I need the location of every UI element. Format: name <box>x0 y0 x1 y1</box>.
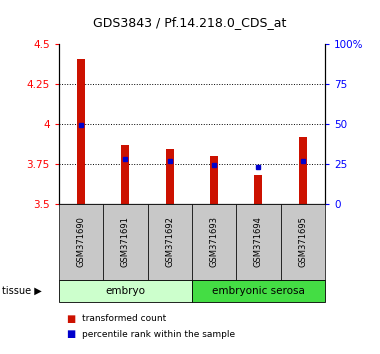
Text: transformed count: transformed count <box>82 314 166 323</box>
Text: GSM371694: GSM371694 <box>254 216 263 267</box>
Bar <box>299 137 307 204</box>
Bar <box>166 149 174 204</box>
Text: GSM371690: GSM371690 <box>76 216 86 267</box>
Text: embryonic serosa: embryonic serosa <box>212 286 305 296</box>
Text: ■: ■ <box>66 314 76 324</box>
Bar <box>122 144 129 204</box>
Bar <box>77 58 85 204</box>
Text: GSM371692: GSM371692 <box>165 216 174 267</box>
Text: ■: ■ <box>66 329 76 339</box>
Text: GSM371695: GSM371695 <box>298 216 307 267</box>
Text: tissue ▶: tissue ▶ <box>2 286 42 296</box>
Text: percentile rank within the sample: percentile rank within the sample <box>82 330 235 339</box>
Bar <box>255 175 262 204</box>
Text: GSM371693: GSM371693 <box>209 216 218 267</box>
Text: GDS3843 / Pf.14.218.0_CDS_at: GDS3843 / Pf.14.218.0_CDS_at <box>93 16 287 29</box>
Bar <box>210 156 218 204</box>
Text: GSM371691: GSM371691 <box>121 216 130 267</box>
Text: embryo: embryo <box>105 286 146 296</box>
